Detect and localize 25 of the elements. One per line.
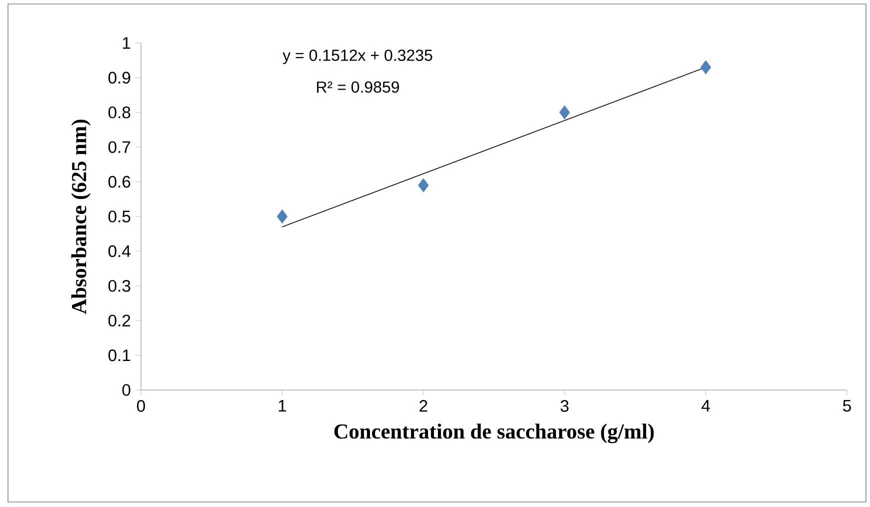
y-tick-label: 0.2: [108, 314, 130, 327]
y-tick-label: 0.1: [108, 349, 130, 362]
y-tick-label: 0.8: [108, 106, 130, 118]
y-tick-label: 0.4: [108, 245, 130, 258]
x-tick-label: 4: [702, 400, 710, 412]
x-tick-label: 2: [420, 400, 428, 412]
point: [276, 210, 288, 224]
y-tick-label: 0.6: [108, 176, 130, 188]
y-axis-title: Absorbance (625 nm): [71, 120, 91, 314]
y-tick-label: 0: [122, 384, 130, 396]
annotation: R² = 0.9859: [317, 81, 399, 93]
y-tick-label: 0.9: [108, 72, 130, 84]
x-tick-label: 5: [843, 400, 851, 412]
x-tick-label: 3: [560, 400, 568, 412]
y-tick-label: 1: [122, 37, 130, 49]
point: [559, 105, 570, 120]
y-tick-label: 0.7: [108, 141, 130, 154]
point: [700, 60, 712, 74]
point: [418, 178, 429, 192]
annotation: y = 0.1512x + 0.3235: [282, 50, 432, 64]
y-tick-label: 0.3: [108, 280, 130, 292]
x-axis-title: Concentration de saccharose (g/ml): [334, 424, 654, 444]
y-tick-label: 0.5: [108, 210, 130, 222]
x-tick-label: 0: [137, 400, 145, 412]
x-tick-label: 1: [278, 400, 286, 412]
